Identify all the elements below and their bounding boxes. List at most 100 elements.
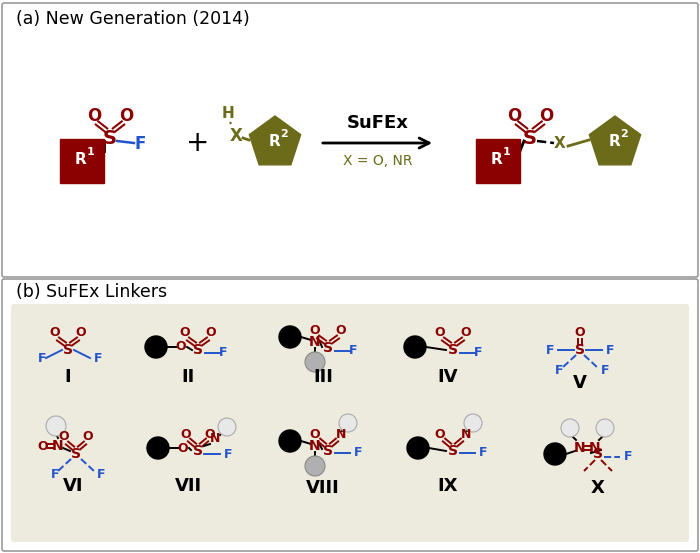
FancyBboxPatch shape [2, 3, 698, 277]
Circle shape [464, 414, 482, 432]
Text: F: F [218, 347, 228, 359]
Text: N: N [210, 432, 220, 446]
Text: F: F [601, 364, 610, 378]
Text: X: X [230, 127, 242, 145]
Text: O: O [206, 326, 216, 340]
Text: O: O [83, 430, 93, 444]
Text: O: O [178, 441, 188, 455]
Text: O: O [180, 326, 190, 340]
Circle shape [305, 456, 325, 476]
Text: S: S [593, 447, 603, 461]
Text: O: O [176, 341, 186, 353]
Circle shape [145, 336, 167, 358]
Text: R: R [75, 153, 87, 168]
Text: S: S [323, 341, 333, 355]
Text: S: S [448, 444, 458, 458]
Text: F: F [545, 343, 554, 357]
Text: O: O [461, 326, 471, 340]
Circle shape [404, 336, 426, 358]
Text: N: N [309, 439, 321, 453]
Text: N: N [336, 429, 346, 441]
Text: 1: 1 [503, 147, 511, 157]
Text: N: N [52, 439, 64, 453]
Text: SuFEx: SuFEx [346, 114, 408, 132]
Circle shape [305, 352, 325, 372]
Text: S: S [323, 444, 333, 458]
Text: S: S [193, 444, 203, 458]
Text: N: N [309, 335, 321, 349]
Text: F: F [94, 352, 102, 366]
Text: 1: 1 [87, 147, 95, 157]
Text: F: F [479, 446, 487, 460]
Text: S: S [523, 128, 537, 148]
Text: O: O [539, 107, 553, 125]
Text: S: S [448, 343, 458, 357]
Text: S: S [63, 343, 73, 357]
Text: F: F [606, 343, 615, 357]
FancyBboxPatch shape [11, 304, 689, 542]
Text: II: II [181, 368, 195, 386]
Circle shape [561, 419, 579, 437]
Text: X: X [554, 137, 566, 152]
Text: N: N [589, 441, 601, 455]
Circle shape [596, 419, 614, 437]
Text: S: S [575, 343, 585, 357]
Text: R: R [608, 134, 620, 149]
Text: F: F [97, 467, 106, 481]
Text: O: O [435, 326, 445, 340]
Text: R: R [491, 153, 503, 168]
Text: 2: 2 [620, 129, 628, 139]
Text: F: F [38, 352, 46, 366]
Text: F: F [624, 451, 633, 463]
Circle shape [279, 430, 301, 452]
Text: O: O [59, 430, 69, 444]
Text: O: O [76, 326, 86, 340]
Text: O: O [507, 107, 521, 125]
Text: O: O [87, 107, 101, 125]
Circle shape [46, 416, 66, 436]
Text: R: R [268, 134, 280, 149]
Text: IV: IV [438, 368, 458, 386]
Polygon shape [249, 116, 301, 165]
Text: III: III [313, 368, 333, 386]
Text: F: F [349, 345, 357, 357]
Text: VII: VII [174, 477, 202, 495]
Text: O: O [181, 427, 191, 441]
Circle shape [279, 326, 301, 348]
Circle shape [407, 437, 429, 459]
Text: X: X [591, 479, 605, 497]
Bar [60, 139, 104, 183]
Text: VIII: VIII [306, 479, 340, 497]
Text: O: O [309, 325, 321, 337]
Text: N: N [461, 429, 471, 441]
Text: N: N [574, 441, 586, 455]
Text: S: S [103, 128, 117, 148]
Text: O: O [204, 427, 216, 441]
Text: S: S [193, 343, 203, 357]
Text: V: V [573, 374, 587, 392]
Text: O: O [38, 440, 48, 452]
Text: 2: 2 [280, 129, 288, 139]
Text: S: S [71, 447, 81, 461]
Text: (b) SuFEx Linkers: (b) SuFEx Linkers [16, 283, 167, 301]
Text: VI: VI [63, 477, 83, 495]
Circle shape [339, 414, 357, 432]
Polygon shape [589, 116, 640, 165]
Text: O: O [309, 429, 321, 441]
Text: H: H [222, 107, 235, 122]
Text: O: O [435, 429, 445, 441]
Text: F: F [554, 364, 564, 378]
Text: I: I [64, 368, 71, 386]
Text: F: F [354, 446, 363, 460]
Text: X = O, NR: X = O, NR [343, 154, 412, 168]
Text: O: O [119, 107, 133, 125]
Text: F: F [224, 447, 232, 461]
Bar [476, 139, 520, 183]
Circle shape [544, 443, 566, 465]
Circle shape [218, 418, 236, 436]
Circle shape [147, 437, 169, 459]
Text: F: F [134, 135, 146, 153]
Text: O: O [336, 325, 346, 337]
Text: F: F [474, 347, 482, 359]
Text: +: + [186, 129, 210, 157]
